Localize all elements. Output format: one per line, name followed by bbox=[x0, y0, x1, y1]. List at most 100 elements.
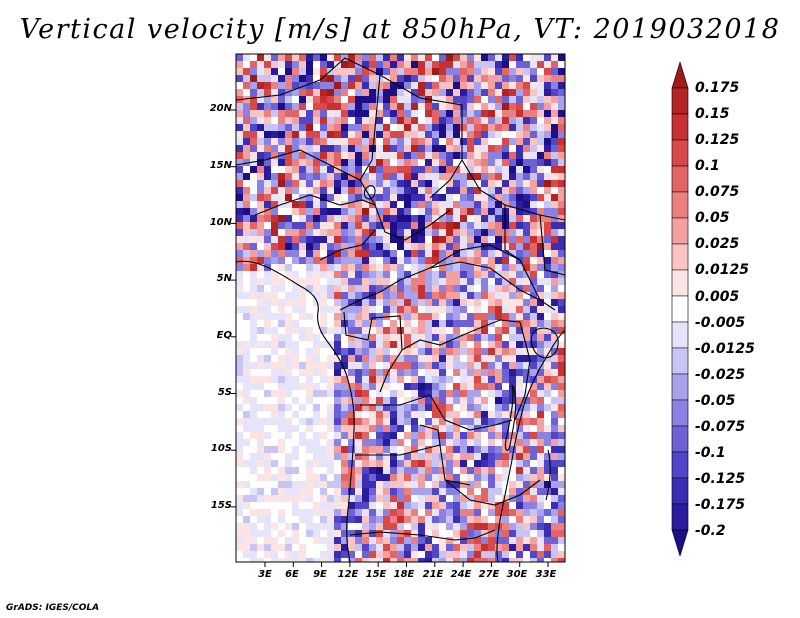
field-cell bbox=[495, 75, 502, 82]
field-cell bbox=[516, 257, 523, 264]
field-cell bbox=[369, 299, 376, 306]
field-cell bbox=[236, 327, 243, 334]
field-cell bbox=[376, 229, 383, 236]
field-cell bbox=[334, 264, 341, 271]
field-cell bbox=[383, 411, 390, 418]
field-cell bbox=[446, 446, 453, 453]
field-cell bbox=[341, 110, 348, 117]
field-cell bbox=[460, 558, 467, 562]
field-cell bbox=[474, 502, 481, 509]
field-cell bbox=[257, 138, 264, 145]
field-cell bbox=[558, 439, 565, 446]
field-cell bbox=[299, 334, 306, 341]
field-cell bbox=[306, 530, 313, 537]
field-cell bbox=[460, 383, 467, 390]
field-cell bbox=[341, 474, 348, 481]
field-cell bbox=[432, 390, 439, 397]
field-cell bbox=[418, 537, 425, 544]
field-cell bbox=[369, 495, 376, 502]
field-cell bbox=[509, 439, 516, 446]
field-cell bbox=[551, 467, 558, 474]
field-cell bbox=[516, 103, 523, 110]
field-cell bbox=[551, 124, 558, 131]
field-cell bbox=[355, 236, 362, 243]
field-cell bbox=[418, 201, 425, 208]
field-cell bbox=[474, 110, 481, 117]
field-cell bbox=[348, 152, 355, 159]
field-cell bbox=[495, 509, 502, 516]
field-cell bbox=[453, 341, 460, 348]
field-cell bbox=[362, 222, 369, 229]
field-cell bbox=[488, 453, 495, 460]
field-cell bbox=[327, 306, 334, 313]
field-cell bbox=[404, 495, 411, 502]
field-cell bbox=[376, 425, 383, 432]
field-cell bbox=[516, 369, 523, 376]
field-cell bbox=[376, 432, 383, 439]
field-cell bbox=[355, 285, 362, 292]
field-cell bbox=[334, 404, 341, 411]
field-cell bbox=[397, 306, 404, 313]
field-cell bbox=[446, 96, 453, 103]
field-cell bbox=[313, 54, 320, 61]
field-cell bbox=[558, 453, 565, 460]
colorbar-label: -0.0125 bbox=[695, 341, 755, 357]
field-cell bbox=[292, 89, 299, 96]
field-cell bbox=[397, 481, 404, 488]
field-cell bbox=[320, 446, 327, 453]
field-cell bbox=[544, 166, 551, 173]
field-cell bbox=[264, 432, 271, 439]
field-cell bbox=[467, 299, 474, 306]
field-cell bbox=[362, 509, 369, 516]
field-cell bbox=[334, 131, 341, 138]
field-cell bbox=[495, 544, 502, 551]
field-cell bbox=[278, 481, 285, 488]
field-cell bbox=[383, 488, 390, 495]
field-cell bbox=[558, 495, 565, 502]
field-cell bbox=[481, 558, 488, 562]
colorbar-segment bbox=[671, 217, 689, 245]
field-cell bbox=[327, 173, 334, 180]
field-cell bbox=[383, 117, 390, 124]
field-cell bbox=[509, 418, 516, 425]
field-cell bbox=[544, 383, 551, 390]
field-cell bbox=[306, 61, 313, 68]
field-cell bbox=[516, 362, 523, 369]
field-cell bbox=[320, 495, 327, 502]
field-cell bbox=[390, 299, 397, 306]
field-cell bbox=[432, 96, 439, 103]
field-cell bbox=[285, 495, 292, 502]
field-cell bbox=[432, 327, 439, 334]
field-cell bbox=[474, 187, 481, 194]
field-cell bbox=[299, 397, 306, 404]
field-cell bbox=[551, 271, 558, 278]
field-cell bbox=[243, 432, 250, 439]
field-cell bbox=[292, 348, 299, 355]
field-cell bbox=[250, 474, 257, 481]
field-cell bbox=[453, 390, 460, 397]
field-cell bbox=[425, 383, 432, 390]
field-cell bbox=[306, 131, 313, 138]
field-cell bbox=[495, 236, 502, 243]
field-cell bbox=[236, 299, 243, 306]
field-cell bbox=[341, 544, 348, 551]
field-cell bbox=[390, 481, 397, 488]
field-cell bbox=[502, 341, 509, 348]
field-cell bbox=[334, 460, 341, 467]
field-cell bbox=[341, 278, 348, 285]
field-cell bbox=[467, 439, 474, 446]
field-cell bbox=[551, 292, 558, 299]
field-cell bbox=[369, 82, 376, 89]
field-cell bbox=[411, 551, 418, 558]
field-cell bbox=[355, 537, 362, 544]
field-cell bbox=[320, 103, 327, 110]
field-cell bbox=[474, 439, 481, 446]
field-cell bbox=[313, 110, 320, 117]
field-cell bbox=[404, 292, 411, 299]
field-cell bbox=[446, 285, 453, 292]
field-cell bbox=[278, 327, 285, 334]
chart-title: Vertical velocity [m/s] at 850hPa, VT: 2… bbox=[19, 14, 781, 45]
field-cell bbox=[348, 145, 355, 152]
field-cell bbox=[418, 82, 425, 89]
field-cell bbox=[369, 537, 376, 544]
